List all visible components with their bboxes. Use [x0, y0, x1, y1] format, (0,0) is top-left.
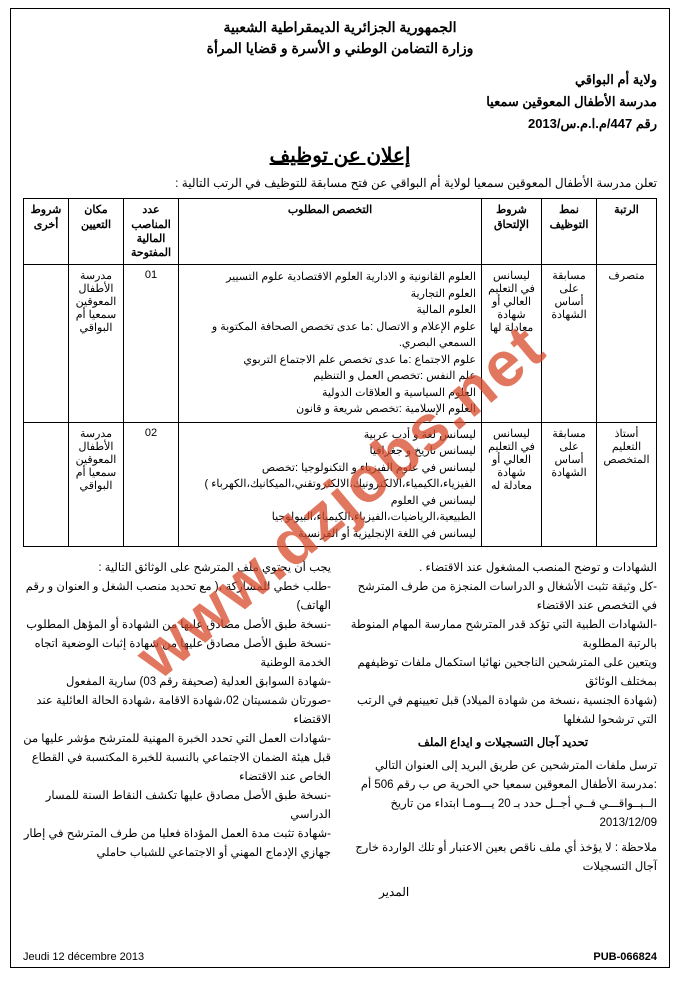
table-row: متصرف مسابقة على أساس الشهادة ليسانس في …: [24, 265, 657, 423]
cell-other: [24, 422, 69, 547]
footer: Jeudi 12 décembre 2013 PUB-066824: [23, 951, 657, 963]
cell-makan: مدرسة الأطفال المعوقين سمعيا أم البواقي: [69, 265, 124, 423]
doc-item: -صورتان شمسيتان 02،شهادة الاقامة ،شهادة …: [23, 692, 331, 730]
cell-makan: مدرسة الأطفال المعوقين سمعيا أم البواقي: [69, 422, 124, 547]
table-body: متصرف مسابقة على أساس الشهادة ليسانس في …: [24, 265, 657, 547]
table-header-row: الرتبة نمط التوظيف شروط الإلتحاق التخصص …: [24, 199, 657, 265]
doc-item: -نسخة طبق الأصل مصادق عليها من شهادة إثب…: [23, 635, 331, 673]
intro-text: تعلن مدرسة الأطفال المعوقين سمعيا لولاية…: [23, 176, 657, 190]
th-other: شروط أخرى: [24, 199, 69, 265]
ministry-line: وزارة التضامن الوطني و الأسرة و قضايا ال…: [23, 40, 657, 57]
cell-adad: 02: [124, 422, 179, 547]
doc-item: الشهادات و توضح المنصب المشغول عند الاقت…: [349, 559, 657, 578]
republic-line: الجمهورية الجزائرية الديمقراطية الشعبية: [23, 19, 657, 36]
wilaya-line: ولاية أم البواقي: [23, 69, 657, 91]
doc-item: -طلب خطي للمشاركة ،( مع تحديد منصب الشغل…: [23, 578, 331, 616]
document-page: الجمهورية الجزائرية الديمقراطية الشعبية …: [10, 8, 670, 968]
cell-rutba: أستاذ التعليم المتخصص: [597, 422, 657, 547]
signature: المدير: [349, 883, 657, 903]
cell-rutba: متصرف: [597, 265, 657, 423]
doc-item: -كل وثيقة تثبت الأشغال و الدراسات المنجز…: [349, 578, 657, 616]
cell-namat: مسابقة على أساس الشهادة: [542, 422, 597, 547]
th-shurut: شروط الإلتحاق: [482, 199, 542, 265]
cell-other: [24, 265, 69, 423]
doc-item: ويتعين على المترشحين الناجحين نهائيا است…: [349, 654, 657, 692]
doc-item: -نسخة طبق الأصل مصادق عليها تكشف النقاط …: [23, 787, 331, 825]
doc-item: -نسخة طبق الأصل مصادق عليها من الشهادة أ…: [23, 616, 331, 635]
th-namat: نمط التوظيف: [542, 199, 597, 265]
send-to: ترسل ملفات المترشحين عن طريق البريد إلى …: [349, 757, 657, 833]
cell-namat: مسابقة على أساس الشهادة: [542, 265, 597, 423]
cell-spec: ليسانس لغة و أدب عربيةليسانس تاريخ و جغر…: [179, 422, 482, 547]
doc-item: -شهادة تثبت مدة العمل المؤداة فعليا من ط…: [23, 825, 331, 863]
cell-adad: 01: [124, 265, 179, 423]
jobs-table: الرتبة نمط التوظيف شروط الإلتحاق التخصص …: [23, 198, 657, 547]
col-left: الشهادات و توضح المنصب المشغول عند الاقت…: [349, 559, 657, 902]
note-text: ملاحظة : لا يؤخذ أي ملف ناقص بعين الاعتب…: [349, 839, 657, 877]
doc-header: الجمهورية الجزائرية الديمقراطية الشعبية …: [23, 19, 657, 57]
footer-date: Jeudi 12 décembre 2013: [23, 951, 144, 963]
cell-shurut: ليسانس في التعليم العالي أو شهادة معادلة…: [482, 422, 542, 547]
doc-item: (شهادة الجنسية ،نسخة من شهادة الميلاد) ق…: [349, 692, 657, 730]
docs-title: يجب أن يحتوي ملف المترشح على الوثائق الت…: [23, 559, 331, 578]
cell-shurut: ليسانس في التعليم العالي أو شهادة معادلة…: [482, 265, 542, 423]
footer-pub: PUB-066824: [593, 951, 657, 963]
doc-item: -الشهادات الطبية التي تؤكد قدر المترشح م…: [349, 616, 657, 654]
meta-block: ولاية أم البواقي مدرسة الأطفال المعوقين …: [23, 69, 657, 135]
ref-line: رقم 447/م.ا.م.س/2013: [23, 113, 657, 135]
doc-item: -شهادة السوابق العدلية (صحيفة رقم 03) سا…: [23, 673, 331, 692]
cell-spec: العلوم القانونية و الادارية العلوم الاقت…: [179, 265, 482, 423]
doc-item: -شهادات العمل التي تحدد الخبرة المهنية ل…: [23, 730, 331, 787]
th-adad: عدد المناصب المالية المفتوحة: [124, 199, 179, 265]
school-line: مدرسة الأطفال المعوقين سمعيا: [23, 91, 657, 113]
documents-columns: يجب أن يحتوي ملف المترشح على الوثائق الت…: [23, 559, 657, 902]
col-right: يجب أن يحتوي ملف المترشح على الوثائق الت…: [23, 559, 331, 902]
table-row: أستاذ التعليم المتخصص مسابقة على أساس ال…: [24, 422, 657, 547]
th-makan: مكان التعيين: [69, 199, 124, 265]
deadline-title: تحديد آجال التسجيلات و ايداع الملف: [349, 734, 657, 753]
th-spec: التخصص المطلوب: [179, 199, 482, 265]
announcement-title: إعلان عن توظيف: [23, 143, 657, 168]
th-rutba: الرتبة: [597, 199, 657, 265]
